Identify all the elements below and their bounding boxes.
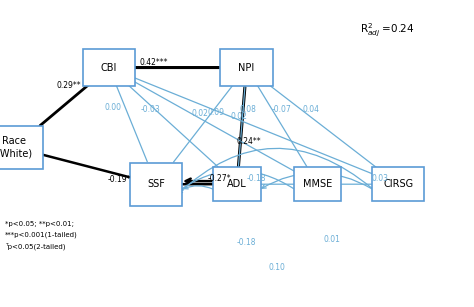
Text: -0.03: -0.03 [141, 105, 161, 114]
Text: Race
(White): Race (White) [0, 136, 32, 158]
Text: 0.04: 0.04 [302, 105, 319, 114]
Text: 0.29**: 0.29** [57, 81, 82, 90]
Text: 0.02: 0.02 [231, 112, 248, 121]
Text: 0.10: 0.10 [269, 262, 286, 272]
FancyBboxPatch shape [130, 163, 182, 206]
Text: 0.24**: 0.24** [237, 138, 261, 146]
Text: -0.18: -0.18 [246, 174, 266, 183]
Text: -0.18: -0.18 [237, 238, 256, 247]
Text: R$^2_{adj}$ =0.24: R$^2_{adj}$ =0.24 [360, 22, 415, 39]
Text: -0.07: -0.07 [272, 105, 292, 114]
Text: 0.09: 0.09 [207, 108, 224, 118]
Text: 0.08: 0.08 [239, 105, 256, 114]
FancyBboxPatch shape [0, 126, 43, 169]
FancyBboxPatch shape [220, 49, 273, 86]
Text: NPI: NPI [238, 63, 255, 72]
FancyBboxPatch shape [83, 49, 135, 86]
Text: SSF: SSF [147, 179, 165, 189]
FancyBboxPatch shape [294, 167, 341, 201]
Text: 0.42***: 0.42*** [140, 57, 168, 67]
Text: 0.02: 0.02 [192, 109, 209, 118]
Text: *p<0.05; **p<0.01;
***p<0.001(1-tailed)
ᵀp<0.05(2-tailed): *p<0.05; **p<0.01; ***p<0.001(1-tailed) … [5, 221, 77, 250]
Text: CBI: CBI [101, 63, 117, 72]
FancyBboxPatch shape [213, 167, 261, 201]
Text: 0.01: 0.01 [323, 235, 340, 244]
Text: MMSE: MMSE [303, 179, 332, 189]
Text: ADL: ADL [227, 179, 247, 189]
FancyBboxPatch shape [372, 167, 424, 201]
Text: -0.19*: -0.19* [108, 175, 131, 185]
Text: -0.27*: -0.27* [208, 174, 231, 183]
Text: 0.00: 0.00 [105, 103, 122, 112]
Text: 0.03: 0.03 [372, 174, 389, 183]
Text: CIRSG: CIRSG [383, 179, 413, 189]
